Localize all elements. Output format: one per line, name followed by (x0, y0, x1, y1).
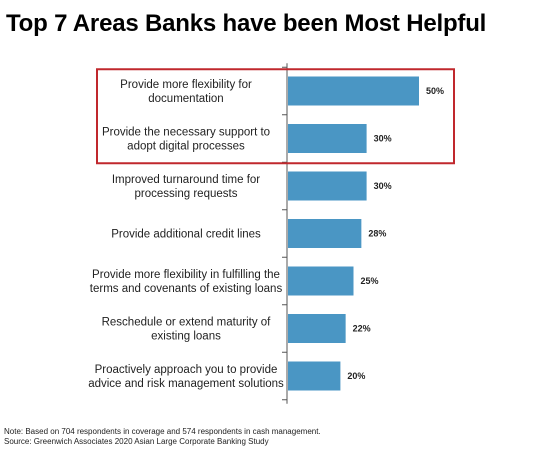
category-label: Provide more flexibility for documentatio… (120, 79, 252, 105)
category-label: Provide the necessary support to adopt di… (102, 127, 270, 153)
data-label: 50% (426, 86, 444, 96)
bar (288, 314, 346, 343)
chart-title: Top 7 Areas Banks have been Most Helpful (6, 10, 487, 37)
footnote: Note: Based on 704 respondents in covera… (4, 427, 321, 447)
data-label: 30% (374, 181, 392, 191)
data-label: 20% (347, 371, 365, 381)
category-label: Reschedule or extend maturity of existing… (102, 317, 272, 343)
category-label: Improved turnaround time for processing r… (112, 174, 260, 200)
data-label: 28% (368, 229, 386, 239)
highlight-box (96, 68, 455, 165)
data-label: 30% (374, 134, 392, 144)
bar (288, 266, 354, 296)
data-label: 22% (353, 324, 371, 334)
category-label: Proactively approach you to provide advic… (88, 364, 284, 390)
category-label: Provide additional credit lines (111, 229, 261, 241)
bar (288, 219, 362, 248)
bar (288, 171, 367, 201)
footnote-note: Note: Based on 704 respondents in covera… (4, 427, 321, 436)
bar (288, 76, 419, 106)
bar (288, 124, 367, 153)
footnote-source: Source: Greenwich Associates 2020 Asian … (4, 437, 269, 446)
category-label: Provide more flexibility in fulfilling t… (90, 269, 283, 295)
bar (288, 361, 341, 391)
data-label: 25% (361, 276, 379, 286)
bar-chart: 50% Provide more flexibility for documenta… (88, 63, 455, 404)
